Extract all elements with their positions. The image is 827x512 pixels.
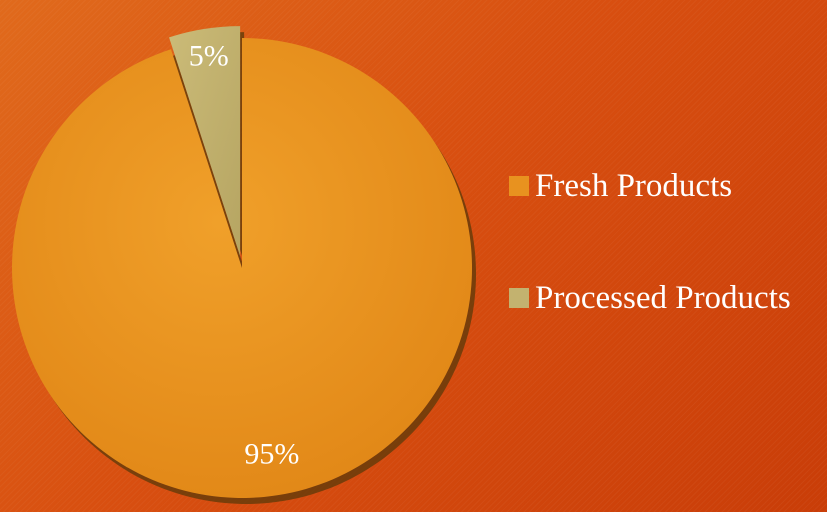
pie-data-label-processed-products: 5%	[189, 39, 229, 72]
legend-item-fresh-products: Fresh Products	[509, 166, 791, 206]
legend-item-processed-products: Processed Products	[509, 278, 791, 318]
pie-slices	[12, 26, 473, 498]
pie-slice-fresh-products	[12, 38, 473, 498]
pie-data-label-fresh-products: 95%	[244, 437, 299, 470]
legend-label-fresh-products: Fresh Products	[535, 168, 733, 204]
legend-swatch-processed-products	[509, 288, 529, 308]
legend: Fresh Products Processed Products	[509, 166, 791, 390]
legend-label-processed-products: Processed Products	[535, 280, 791, 316]
legend-swatch-fresh-products	[509, 176, 529, 196]
pie-data-labels: 95% 5%	[189, 39, 300, 470]
pie-slice-processed-products	[169, 26, 241, 257]
